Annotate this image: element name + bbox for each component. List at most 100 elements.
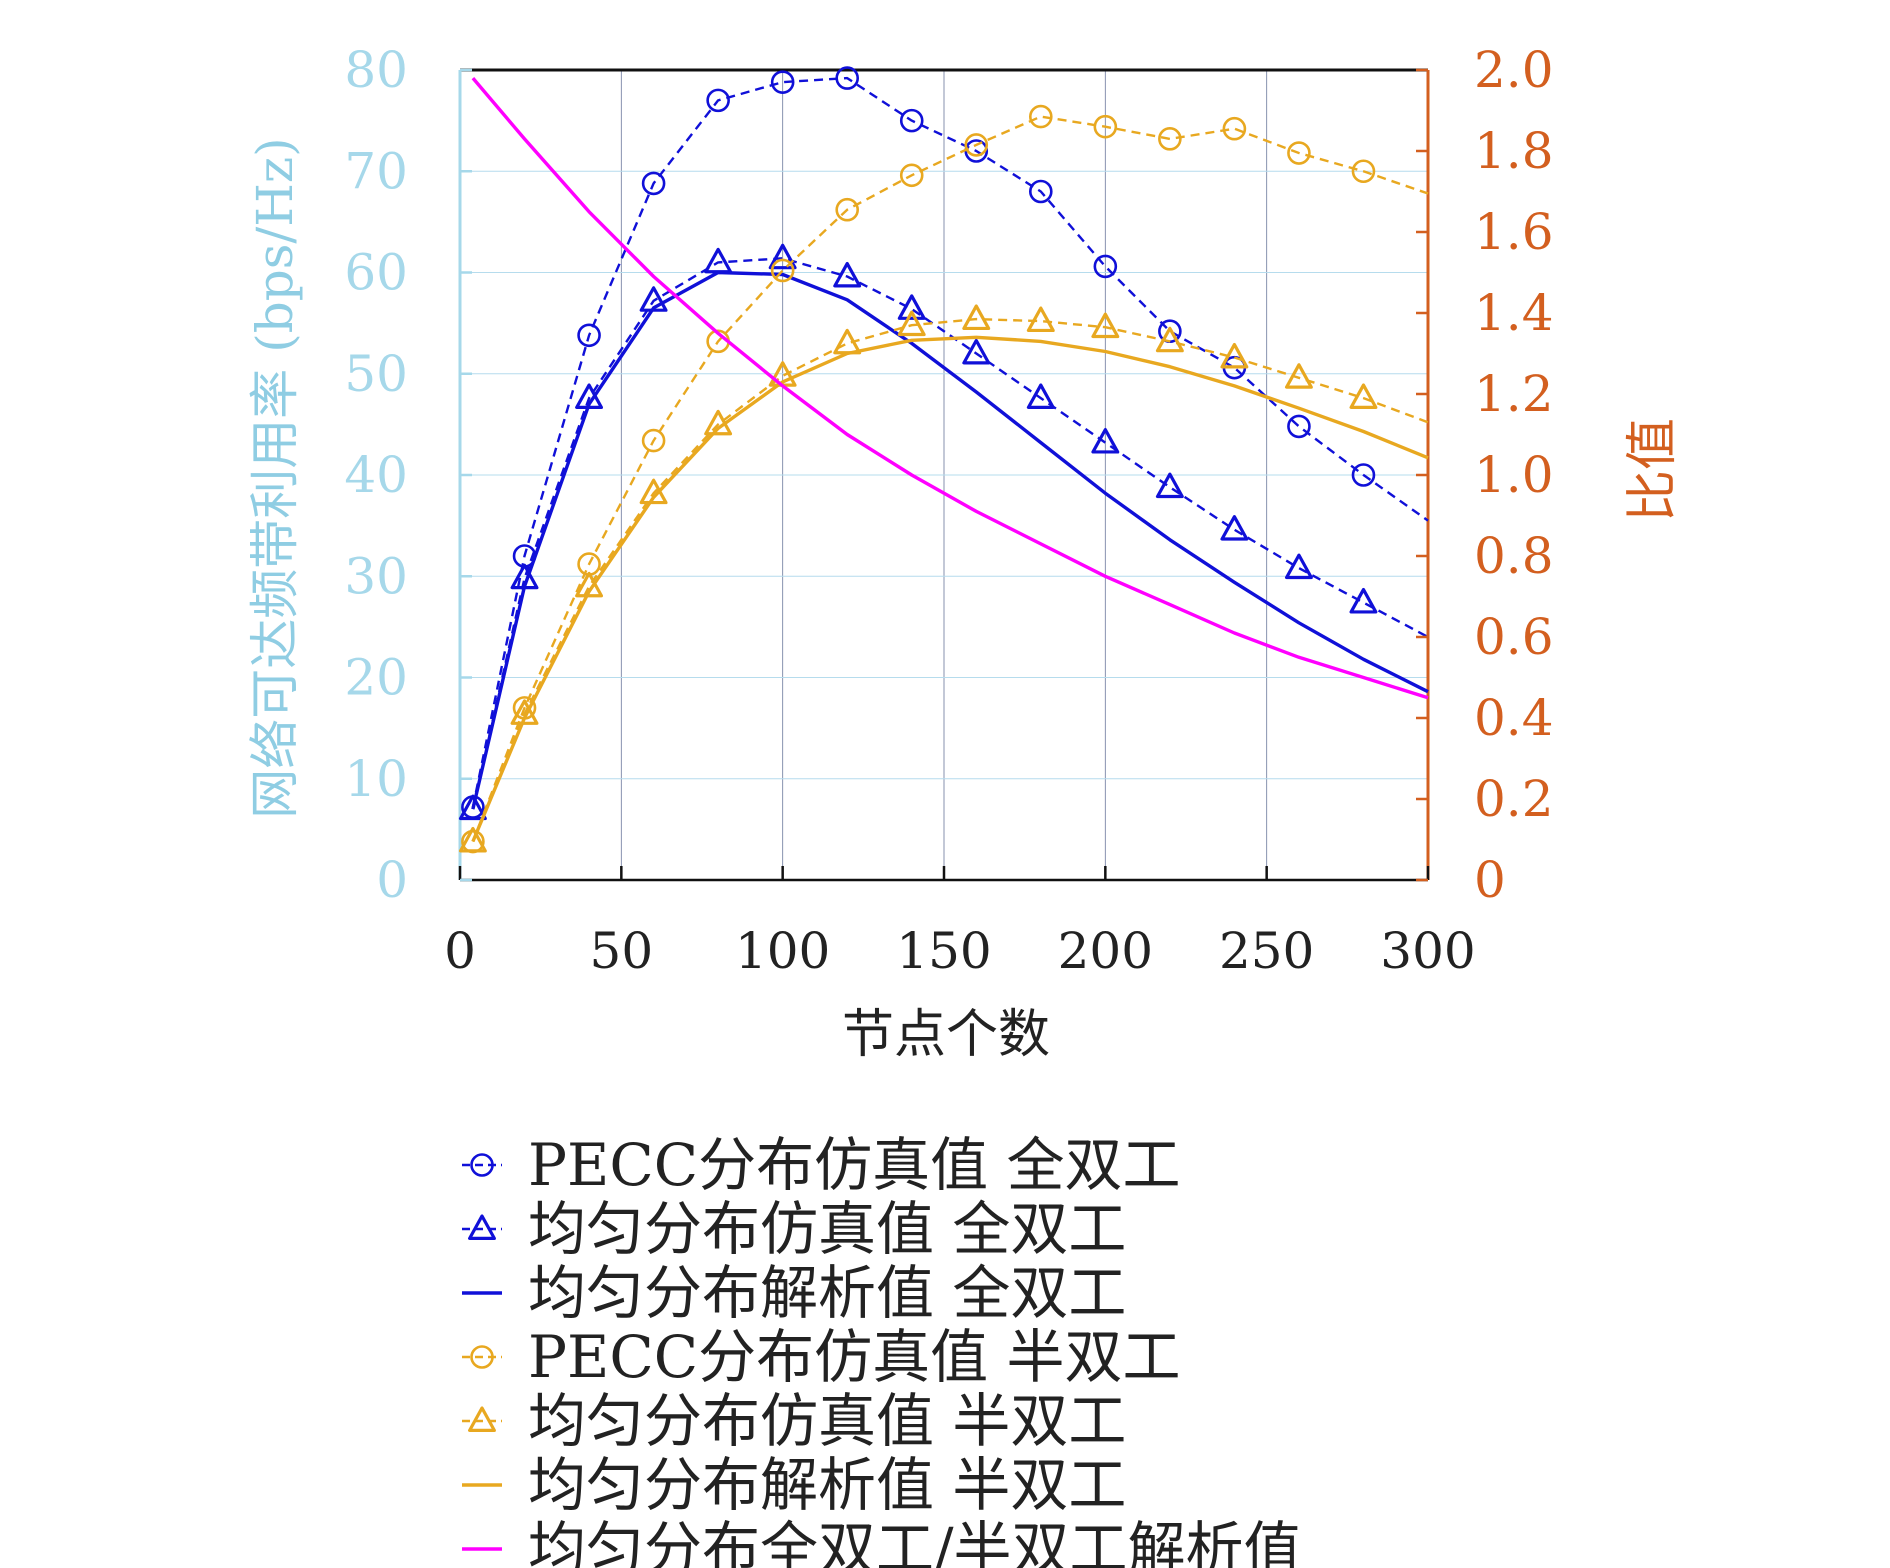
data-point (897, 294, 926, 320)
x-tick-label: 0 (444, 922, 476, 980)
data-point (768, 243, 797, 270)
right-tick-label: 1.8 (1474, 122, 1554, 180)
series-2 (458, 243, 1429, 821)
data-point (1029, 104, 1053, 129)
data-point (706, 88, 730, 113)
x-tick-label: 300 (1380, 922, 1475, 980)
left-tick-label: 50 (344, 345, 408, 403)
legend-marker (468, 1214, 496, 1240)
data-point (641, 428, 666, 453)
right-tick-label: 1.6 (1474, 203, 1554, 261)
data-point (897, 310, 926, 337)
legend-label: 均匀分布全双工/半双工解析值 (528, 1515, 1302, 1568)
data-point (770, 70, 795, 94)
data-point (962, 304, 991, 331)
legend-item: 均匀分布全双工/半双工解析值 (462, 1515, 1302, 1568)
right-axis-title: 比值 (1623, 418, 1683, 522)
x-tick-label: 150 (896, 922, 991, 980)
data-point (899, 108, 924, 133)
grid (460, 70, 1428, 880)
left-tick-label: 10 (344, 750, 408, 808)
data-point (835, 66, 860, 90)
legend-marker (470, 1153, 494, 1177)
data-point (1026, 383, 1055, 410)
series-5 (458, 304, 1429, 853)
data-point (1155, 326, 1184, 353)
right-tick-label: 1.0 (1474, 446, 1554, 504)
data-point (962, 338, 991, 365)
left-tick-label: 0 (376, 851, 408, 909)
x-tick-label: 100 (735, 922, 830, 980)
x-tick-label: 50 (590, 922, 654, 980)
series-7 (471, 76, 1429, 700)
left-tick-label: 70 (344, 142, 408, 200)
data-point (1091, 428, 1120, 454)
data-point (1026, 306, 1055, 333)
right-tick-label: 0.2 (1474, 770, 1554, 828)
legend-label: 均匀分布仿真值 半双工 (528, 1387, 1126, 1455)
tick-labels: 0 50 100 150 200 250 300 0 10 20 30 40 50 60 70 80 0 0.2 0… (344, 41, 1553, 980)
left-tick-label: 60 (344, 244, 408, 302)
data-point (1349, 587, 1378, 614)
legend-item: 均匀分布仿真值 全双工 (462, 1195, 1126, 1263)
data-point (704, 247, 733, 274)
right-tick-label: 0.6 (1474, 608, 1554, 666)
data-point (1349, 383, 1378, 410)
x-tick-label: 200 (1058, 922, 1153, 980)
x-tick-label: 250 (1219, 922, 1314, 980)
series-line (471, 317, 1429, 842)
data-point (1351, 159, 1376, 184)
data-point (1091, 312, 1120, 339)
series-line (471, 270, 1429, 810)
left-axis-title: 网络可达频带利用率 (bps/Hz) (246, 137, 304, 818)
data-point (770, 258, 795, 283)
data-point (1287, 414, 1311, 439)
right-tick-label: 0 (1474, 851, 1506, 909)
x-axis-title: 节点个数 (842, 1005, 1050, 1065)
legend-label: 均匀分布解析值 全双工 (528, 1259, 1126, 1327)
data-point (835, 197, 860, 222)
legend-item: 均匀分布仿真值 半双工 (462, 1387, 1126, 1455)
data-point (1284, 363, 1313, 389)
series-line (471, 257, 1429, 810)
legend-label: 均匀分布解析值 半双工 (528, 1451, 1126, 1519)
series-3 (471, 270, 1429, 810)
left-tick-label: 30 (344, 547, 408, 605)
data-point (1220, 342, 1249, 369)
left-tick-label: 40 (344, 446, 408, 504)
data-point (577, 323, 601, 348)
data-point (1351, 463, 1376, 487)
data-point (1284, 553, 1313, 580)
data-point (1220, 515, 1249, 541)
data-point (641, 171, 666, 196)
data-point (1093, 254, 1118, 279)
legend-item: PECC分布仿真值 全双工 (462, 1131, 1181, 1199)
data-point (510, 699, 539, 725)
series-line (471, 76, 1429, 808)
legend-marker (470, 1345, 494, 1369)
legend-marker (468, 1406, 496, 1432)
right-tick-label: 1.4 (1474, 284, 1554, 342)
data-point (1158, 127, 1182, 151)
data-point (833, 261, 862, 288)
series-line (471, 335, 1429, 843)
right-tick-label: 0.4 (1474, 689, 1554, 747)
series-group (458, 66, 1429, 854)
right-tick-label: 0.8 (1474, 527, 1554, 585)
left-tick-label: 20 (344, 649, 408, 707)
data-point (964, 133, 989, 157)
series-line (471, 76, 1429, 700)
data-point (458, 826, 487, 853)
right-tick-label: 1.2 (1474, 365, 1554, 423)
legend-label: 均匀分布仿真值 全双工 (528, 1195, 1126, 1263)
series-line (471, 115, 1429, 842)
legend-item: PECC分布仿真值 半双工 (462, 1323, 1181, 1391)
data-point (1093, 114, 1118, 139)
data-point (1287, 141, 1311, 165)
legend-label: PECC分布仿真值 全双工 (528, 1131, 1181, 1199)
series-6 (471, 335, 1429, 843)
data-point (1029, 179, 1053, 204)
legend-label: PECC分布仿真值 半双工 (528, 1323, 1181, 1391)
right-tick-label: 2.0 (1474, 41, 1554, 99)
